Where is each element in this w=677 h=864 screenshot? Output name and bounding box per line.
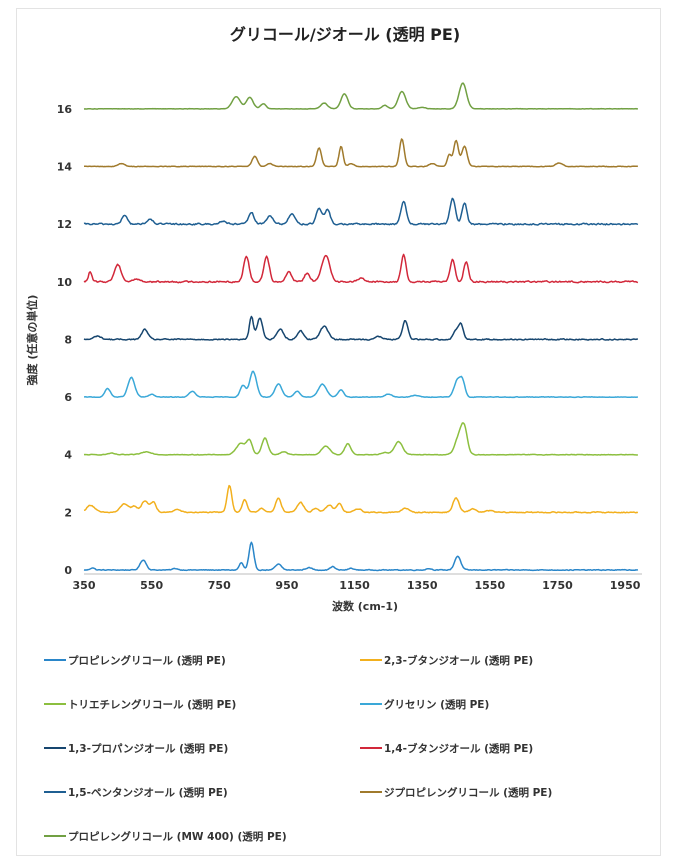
y-tick-label: 2 xyxy=(64,506,72,519)
y-tick-label: 6 xyxy=(64,391,72,404)
y-tick-label: 14 xyxy=(57,160,73,173)
series-line xyxy=(83,82,638,110)
legend-label: 2,3-ブタンジオール (透明 PE) xyxy=(384,654,533,667)
legend-label: グリセリン (透明 PE) xyxy=(384,698,489,711)
series-line xyxy=(83,197,639,226)
x-tick-label: 1950 xyxy=(610,579,641,592)
series-line xyxy=(84,370,638,399)
y-tick-label: 10 xyxy=(57,276,73,289)
x-tick-label: 1150 xyxy=(339,579,370,592)
y-axis-label: 強度 (任意の単位) xyxy=(25,295,39,386)
chart-frame xyxy=(16,8,661,856)
y-tick-label: 8 xyxy=(64,333,72,346)
y-tick-label: 4 xyxy=(64,449,72,462)
series-line xyxy=(84,138,639,168)
series-line xyxy=(83,253,639,284)
x-tick-label: 1750 xyxy=(542,579,573,592)
y-tick-group: 0 2 4 6 8 10 12 14 16 xyxy=(57,103,73,577)
y-tick-label: 0 xyxy=(64,564,72,577)
y-tick-label: 16 xyxy=(57,103,73,116)
series-line xyxy=(83,422,638,456)
series-line xyxy=(83,484,639,514)
series-group xyxy=(83,82,639,572)
legend-label: 1,5-ペンタンジオール (透明 PE) xyxy=(68,786,228,799)
x-tick-label: 950 xyxy=(275,579,298,592)
x-tick-label: 1550 xyxy=(475,579,506,592)
x-axis-label: 波数 (cm-1) xyxy=(332,599,398,613)
legend-label: トリエチレングリコール (透明 PE) xyxy=(68,698,236,711)
legend-label: 1,3-プロパンジオール (透明 PE) xyxy=(68,742,228,755)
x-tick-label: 1350 xyxy=(407,579,438,592)
legend: プロピレングリコール (透明 PE) 2,3-ブタンジオール (透明 PE) トリエ… xyxy=(44,654,552,843)
x-tick-group: 350 550 750 950 1150 1350 1550 1750 1950 xyxy=(73,579,641,592)
legend-label: ジプロピレングリコール (透明 PE) xyxy=(384,786,552,799)
legend-label: プロピレングリコール (MW 400) (透明 PE) xyxy=(68,830,287,843)
x-tick-label: 750 xyxy=(208,579,231,592)
series-line xyxy=(83,315,638,341)
legend-label: プロピレングリコール (透明 PE) xyxy=(68,654,226,667)
x-tick-label: 550 xyxy=(140,579,163,592)
x-tick-label: 350 xyxy=(73,579,96,592)
legend-label: 1,4-ブタンジオール (透明 PE) xyxy=(384,742,533,755)
y-tick-label: 12 xyxy=(57,218,72,231)
chart-title: グリコール/ジオール (透明 PE) xyxy=(230,25,460,44)
series-line xyxy=(83,541,639,572)
